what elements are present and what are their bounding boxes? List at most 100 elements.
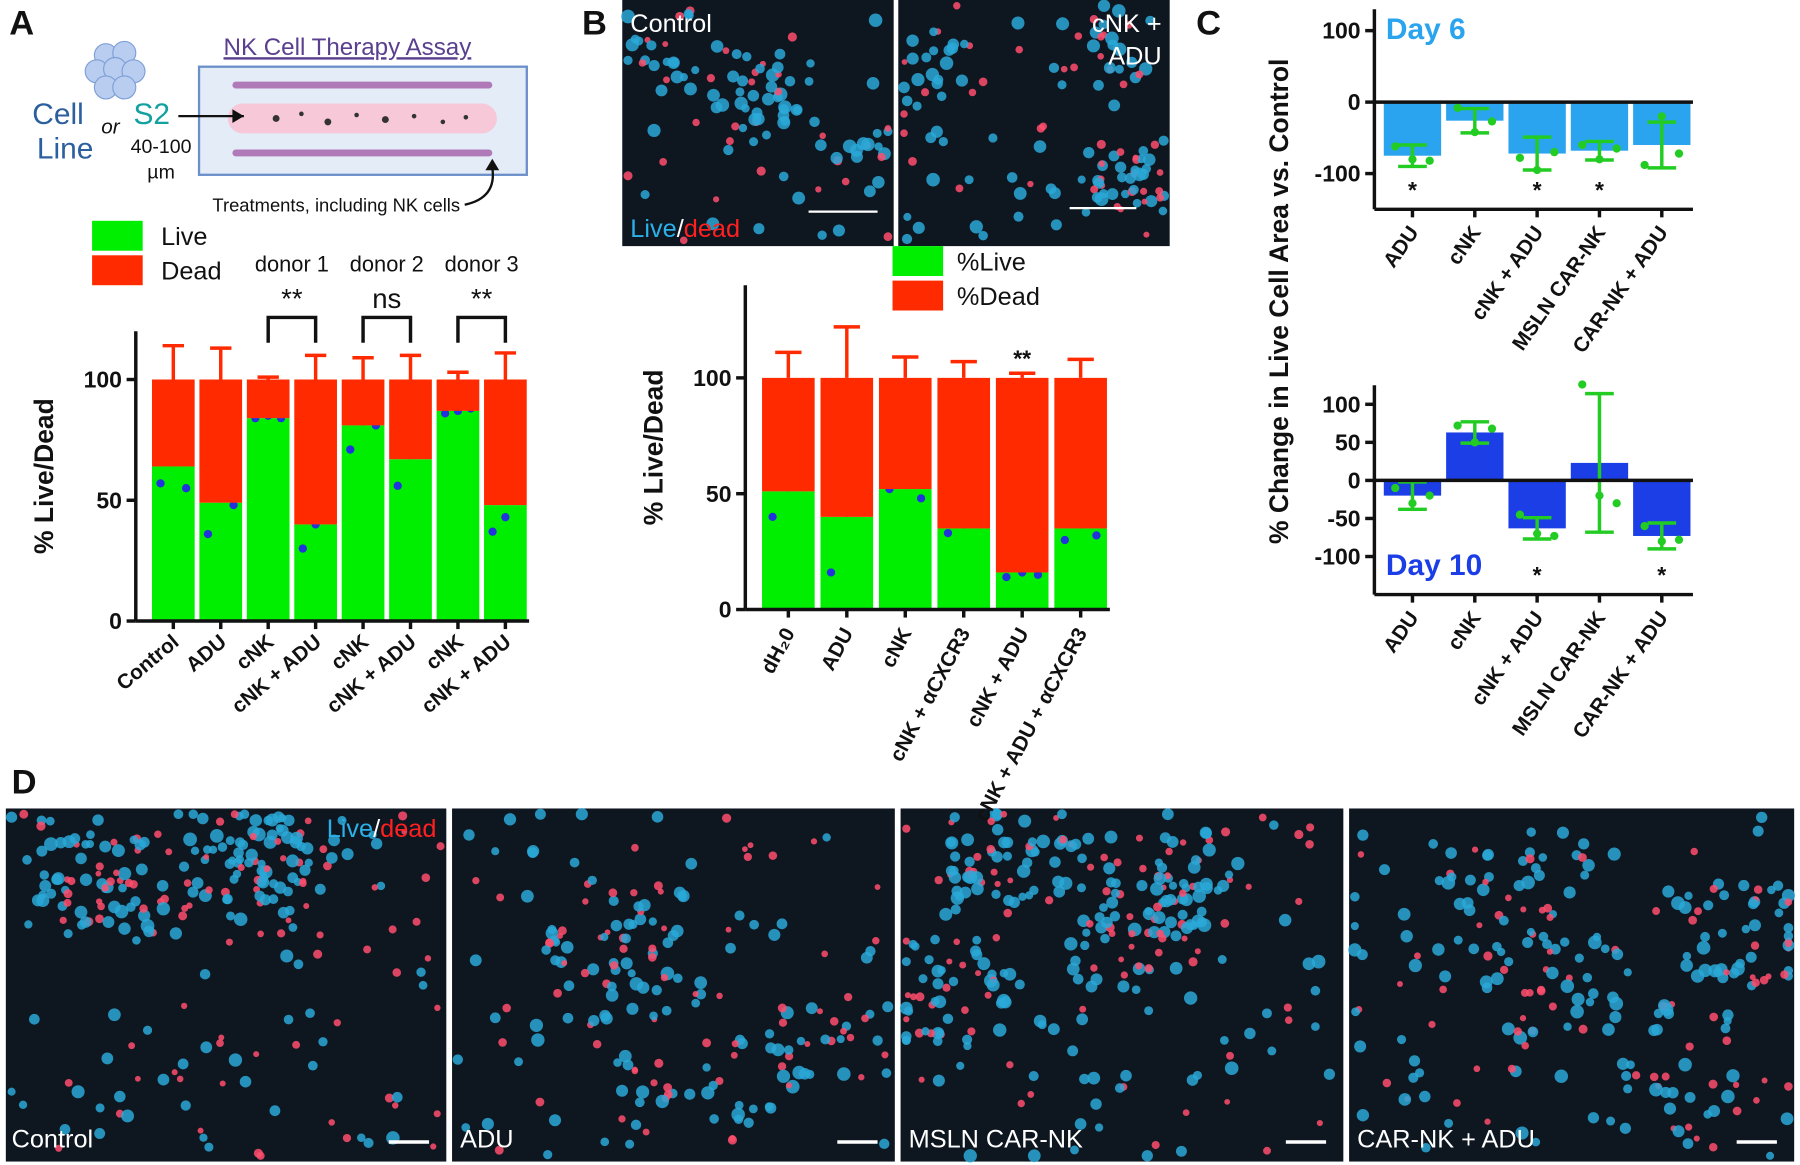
live-cell [1161, 808, 1174, 821]
live-cell [872, 128, 882, 138]
data-point [1470, 438, 1479, 447]
dead-cell [841, 177, 850, 186]
live-cell [1131, 985, 1141, 995]
dead-cell [787, 32, 797, 42]
live-cell [81, 840, 90, 849]
dead-cell [216, 1039, 224, 1048]
dead-cell [1709, 884, 1718, 893]
live-cell [1070, 1145, 1079, 1155]
dead-cell [1780, 970, 1789, 979]
dead-cell [1316, 1119, 1323, 1127]
dead-cell [36, 821, 46, 831]
live-cell [1093, 79, 1104, 91]
live-cell [1066, 962, 1080, 976]
live-cell [368, 830, 377, 840]
live-cell [173, 809, 184, 820]
live-cell [977, 957, 991, 971]
dead-cell [1128, 943, 1135, 950]
live-cell [563, 980, 575, 992]
live-cell [1560, 937, 1570, 947]
dead-cell [237, 864, 245, 872]
dead-cell [472, 876, 480, 885]
live-cell [912, 101, 922, 111]
dead-cell [1476, 922, 1483, 929]
dead-cell [421, 873, 431, 882]
legend-label: Live [161, 223, 207, 251]
dead-cell [401, 828, 408, 835]
live-cell [649, 1011, 658, 1021]
live-cell [22, 855, 32, 865]
dead-cell [1151, 1140, 1160, 1150]
dead-cell [412, 917, 421, 926]
legend-label: %Live [957, 248, 1026, 276]
micrograph-label: Control [630, 10, 712, 38]
dead-cell [967, 1027, 976, 1036]
dead-cell [1546, 913, 1554, 922]
live-cell [662, 937, 674, 949]
live-cell [939, 907, 953, 921]
live-cell [28, 1013, 40, 1025]
live-cell [514, 1057, 523, 1067]
live-cell [1057, 80, 1067, 90]
live-cell [1077, 175, 1086, 184]
live-cell [1662, 885, 1675, 898]
dead-cell [1053, 815, 1059, 821]
data-point [1674, 535, 1684, 544]
dead-cell [592, 1040, 602, 1049]
live-cell [1002, 851, 1013, 861]
live-cell [118, 922, 131, 935]
live-cell [1533, 869, 1545, 881]
live-cell [31, 894, 44, 907]
dead-cell [918, 1076, 925, 1083]
dead-cell [1059, 835, 1067, 844]
live-cell [224, 858, 235, 869]
dead-cell [619, 944, 628, 953]
y-axis-label: % Live/Dead [29, 398, 59, 554]
dead-cell [95, 862, 104, 871]
live-cell [868, 13, 883, 28]
live-cell [806, 59, 815, 68]
live-cell [1164, 894, 1177, 906]
live-cell [1072, 973, 1084, 985]
dead-cell [1693, 1135, 1700, 1142]
live-cell [620, 957, 633, 970]
live-cell [249, 814, 263, 827]
live-cell [527, 847, 539, 859]
live-cell [1112, 42, 1127, 57]
dead-cell [274, 838, 282, 845]
live-cell [1680, 959, 1693, 972]
live-cell [92, 814, 104, 826]
live-cell [1081, 208, 1091, 217]
dead-cell [1089, 15, 1099, 24]
live-cell [1476, 883, 1490, 897]
dead-cell [663, 1083, 673, 1092]
live-cell [217, 842, 228, 852]
dead-cell [1007, 877, 1014, 884]
live-cell [734, 1100, 744, 1110]
live-cell [1560, 979, 1575, 993]
dead-cell [1188, 957, 1198, 967]
dead-cell [992, 933, 1001, 942]
live-cell [921, 52, 932, 63]
live-cell [156, 879, 169, 892]
dead-cell [829, 1017, 839, 1026]
live-cell [1136, 880, 1148, 892]
live-cell [63, 929, 73, 939]
dead-cell [582, 898, 589, 905]
dead-cell [934, 875, 943, 885]
live-cell [872, 175, 885, 189]
dead-cell [1098, 160, 1106, 167]
live-cell [1588, 988, 1599, 999]
dead-cell [1116, 148, 1125, 156]
dead-cell [1473, 1065, 1481, 1073]
dead-cell [623, 171, 633, 181]
dead-cell [498, 1038, 507, 1047]
live-cell [1027, 837, 1037, 847]
live-cell [521, 889, 534, 903]
live-cell [1091, 192, 1103, 203]
bar [1054, 377, 1107, 529]
live-cell [634, 913, 647, 926]
live-cell [280, 949, 294, 963]
live-cell [901, 95, 913, 107]
live-cell [1504, 957, 1514, 967]
